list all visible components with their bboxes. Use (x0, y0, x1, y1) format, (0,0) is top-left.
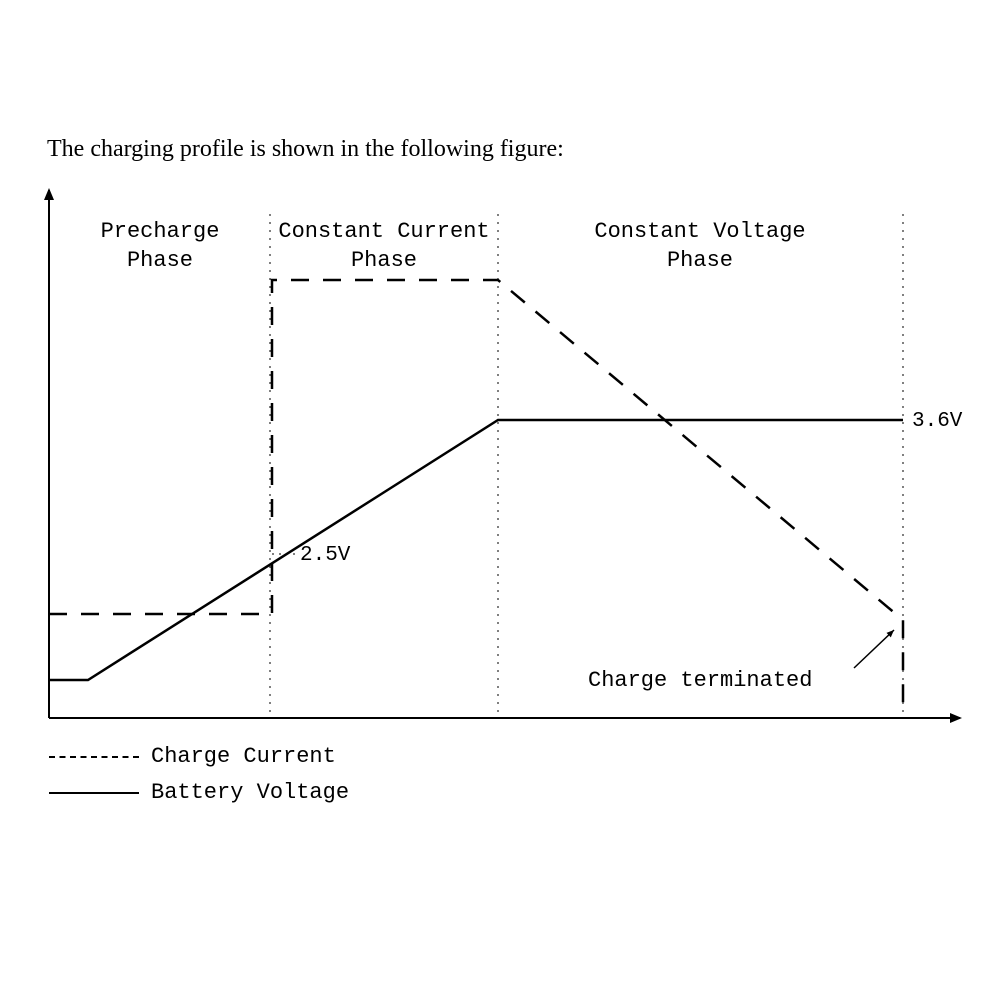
phase-label-precharge: Precharge Phase (40, 218, 280, 275)
legend-label-current: Charge Current (151, 744, 336, 769)
charging-profile-figure: The charging profile is shown in the fol… (0, 0, 1000, 1000)
legend-line-dashed (49, 756, 139, 758)
phase-label-cv: Constant Voltage Phase (580, 218, 820, 275)
voltage-label-2-5v: 2.5V (300, 544, 350, 567)
legend-battery-voltage: Battery Voltage (49, 780, 349, 805)
voltage-label-3-6v: 3.6V (912, 410, 962, 433)
phase-label-cc: Constant Current Phase (264, 218, 504, 275)
charge-terminated-label: Charge terminated (588, 668, 812, 693)
legend-label-voltage: Battery Voltage (151, 780, 349, 805)
legend-charge-current: Charge Current (49, 744, 336, 769)
legend-line-solid (49, 792, 139, 794)
figure-caption: The charging profile is shown in the fol… (47, 136, 564, 163)
